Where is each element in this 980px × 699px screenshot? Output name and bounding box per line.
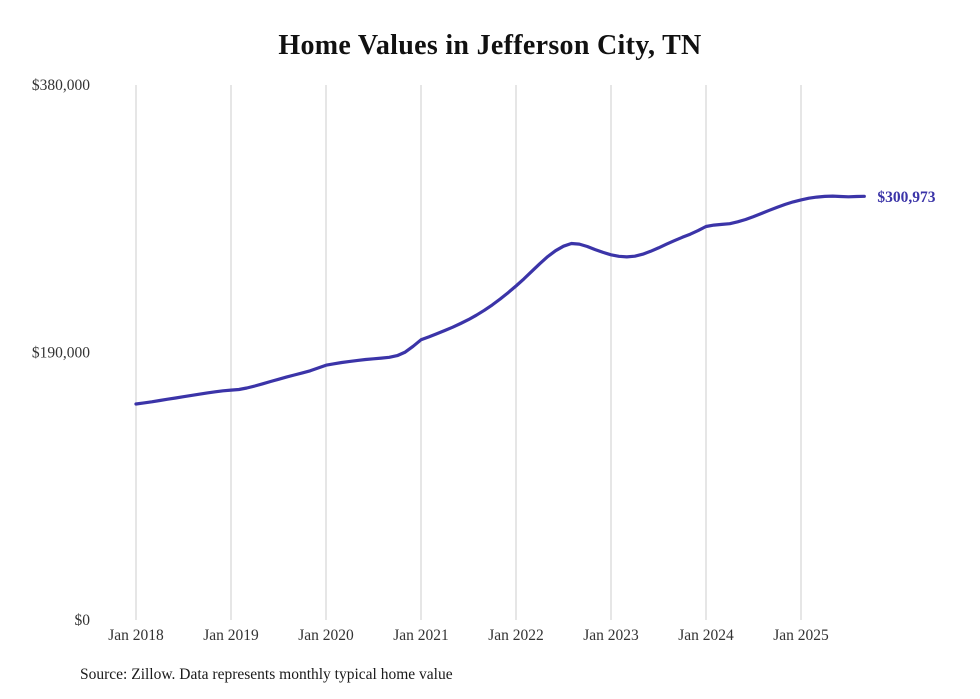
y-tick-0: $0: [75, 612, 91, 629]
y-tick-190000: $190,000: [32, 345, 90, 362]
x-tick-jan-2021: Jan 2021: [393, 627, 449, 644]
source-note: Source: Zillow. Data represents monthly …: [80, 666, 453, 683]
x-tick-jan-2023: Jan 2023: [583, 627, 639, 644]
x-tick-jan-2019: Jan 2019: [203, 627, 259, 644]
end-value-label: $300,973: [877, 189, 935, 206]
x-tick-jan-2018: Jan 2018: [108, 627, 164, 644]
x-tick-jan-2020: Jan 2020: [298, 627, 354, 644]
x-tick-jan-2022: Jan 2022: [488, 627, 544, 644]
x-tick-jan-2024: Jan 2024: [678, 627, 734, 644]
y-tick-380000: $380,000: [32, 77, 90, 94]
home-value-line: [134, 194, 866, 406]
x-tick-jan-2025: Jan 2025: [773, 627, 829, 644]
chart-title: Home Values in Jefferson City, TN: [278, 30, 702, 61]
